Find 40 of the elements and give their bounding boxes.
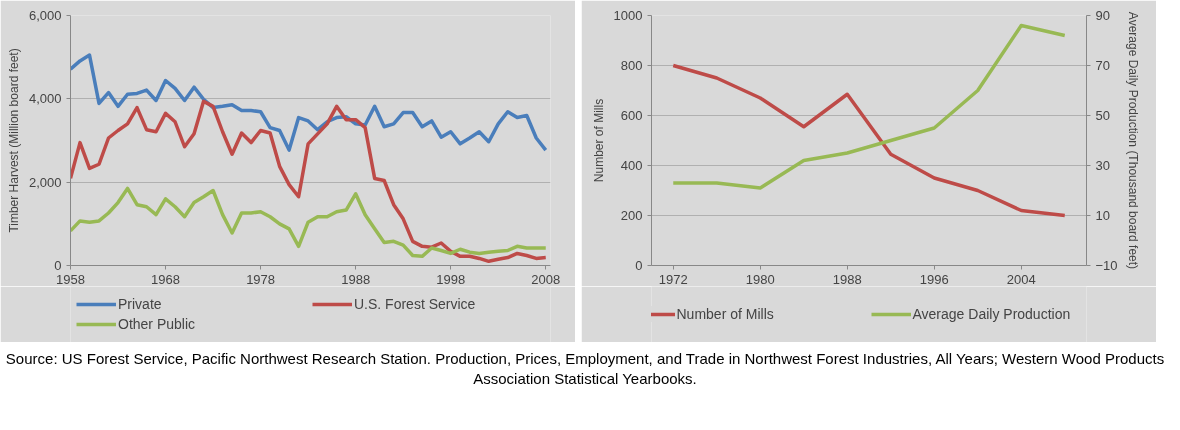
x-tick-label: 1996 — [919, 271, 949, 287]
legend-label: Number of Mills — [676, 306, 775, 322]
x-tick-label: 1978 — [246, 271, 276, 287]
line-series — [671, 63, 1067, 218]
line-series — [70, 53, 548, 152]
y2-tick-label: 90 — [1095, 8, 1110, 23]
line-series — [671, 23, 1067, 190]
x-tick-label: 1968 — [151, 271, 181, 287]
y-tick-label: 0 — [635, 258, 643, 273]
y-tick-label: 0 — [54, 258, 62, 273]
legend-label: Private — [118, 296, 163, 312]
y2-tick-label: 70 — [1095, 58, 1110, 73]
legend-label: Average Daily Production — [912, 306, 1072, 322]
y2-tick-label: −10 — [1095, 258, 1118, 273]
y-axis-title: Timber Harvest (Million board feet) — [6, 48, 21, 233]
y2-tick-label: 50 — [1095, 108, 1110, 123]
y-tick-label: 200 — [620, 208, 643, 223]
y2-tick-label: 10 — [1095, 208, 1110, 223]
y-tick-label: 1000 — [613, 8, 643, 23]
y2-tick-label: 30 — [1095, 158, 1110, 173]
source-note: Source: US Forest Service, Pacific Northwest Research Station. Production, Prices, Employment, and Trade in Northwest Forest Industries, All Years; Western Wood Products Association Statistical Yearbooks. — [5, 349, 1165, 388]
legend-label: U.S. Forest Service — [354, 296, 477, 312]
y-tick-label: 2,000 — [28, 174, 62, 190]
y-tick-label: 600 — [620, 108, 643, 123]
y-tick-label: 4,000 — [28, 91, 62, 107]
y-axis-title: Number of Mills — [591, 98, 606, 183]
line-series — [70, 186, 548, 259]
y2-axis-title: Average Daily Production (Thousand board feet) — [1125, 11, 1140, 270]
x-tick-label: 2004 — [1006, 271, 1036, 287]
x-tick-label: 1958 — [56, 271, 85, 287]
x-tick-label: 1998 — [436, 271, 466, 287]
x-tick-label: 1988 — [832, 271, 862, 287]
y-tick-label: 400 — [620, 158, 643, 173]
x-tick-label: 2008 — [531, 271, 561, 287]
legend-label: Other Public — [118, 316, 197, 332]
x-tick-label: 1972 — [658, 271, 688, 287]
x-tick-label: 1980 — [745, 271, 775, 287]
x-tick-label: 1988 — [341, 271, 371, 287]
y-tick-label: 6,000 — [28, 8, 62, 23]
y-tick-label: 800 — [620, 58, 643, 73]
